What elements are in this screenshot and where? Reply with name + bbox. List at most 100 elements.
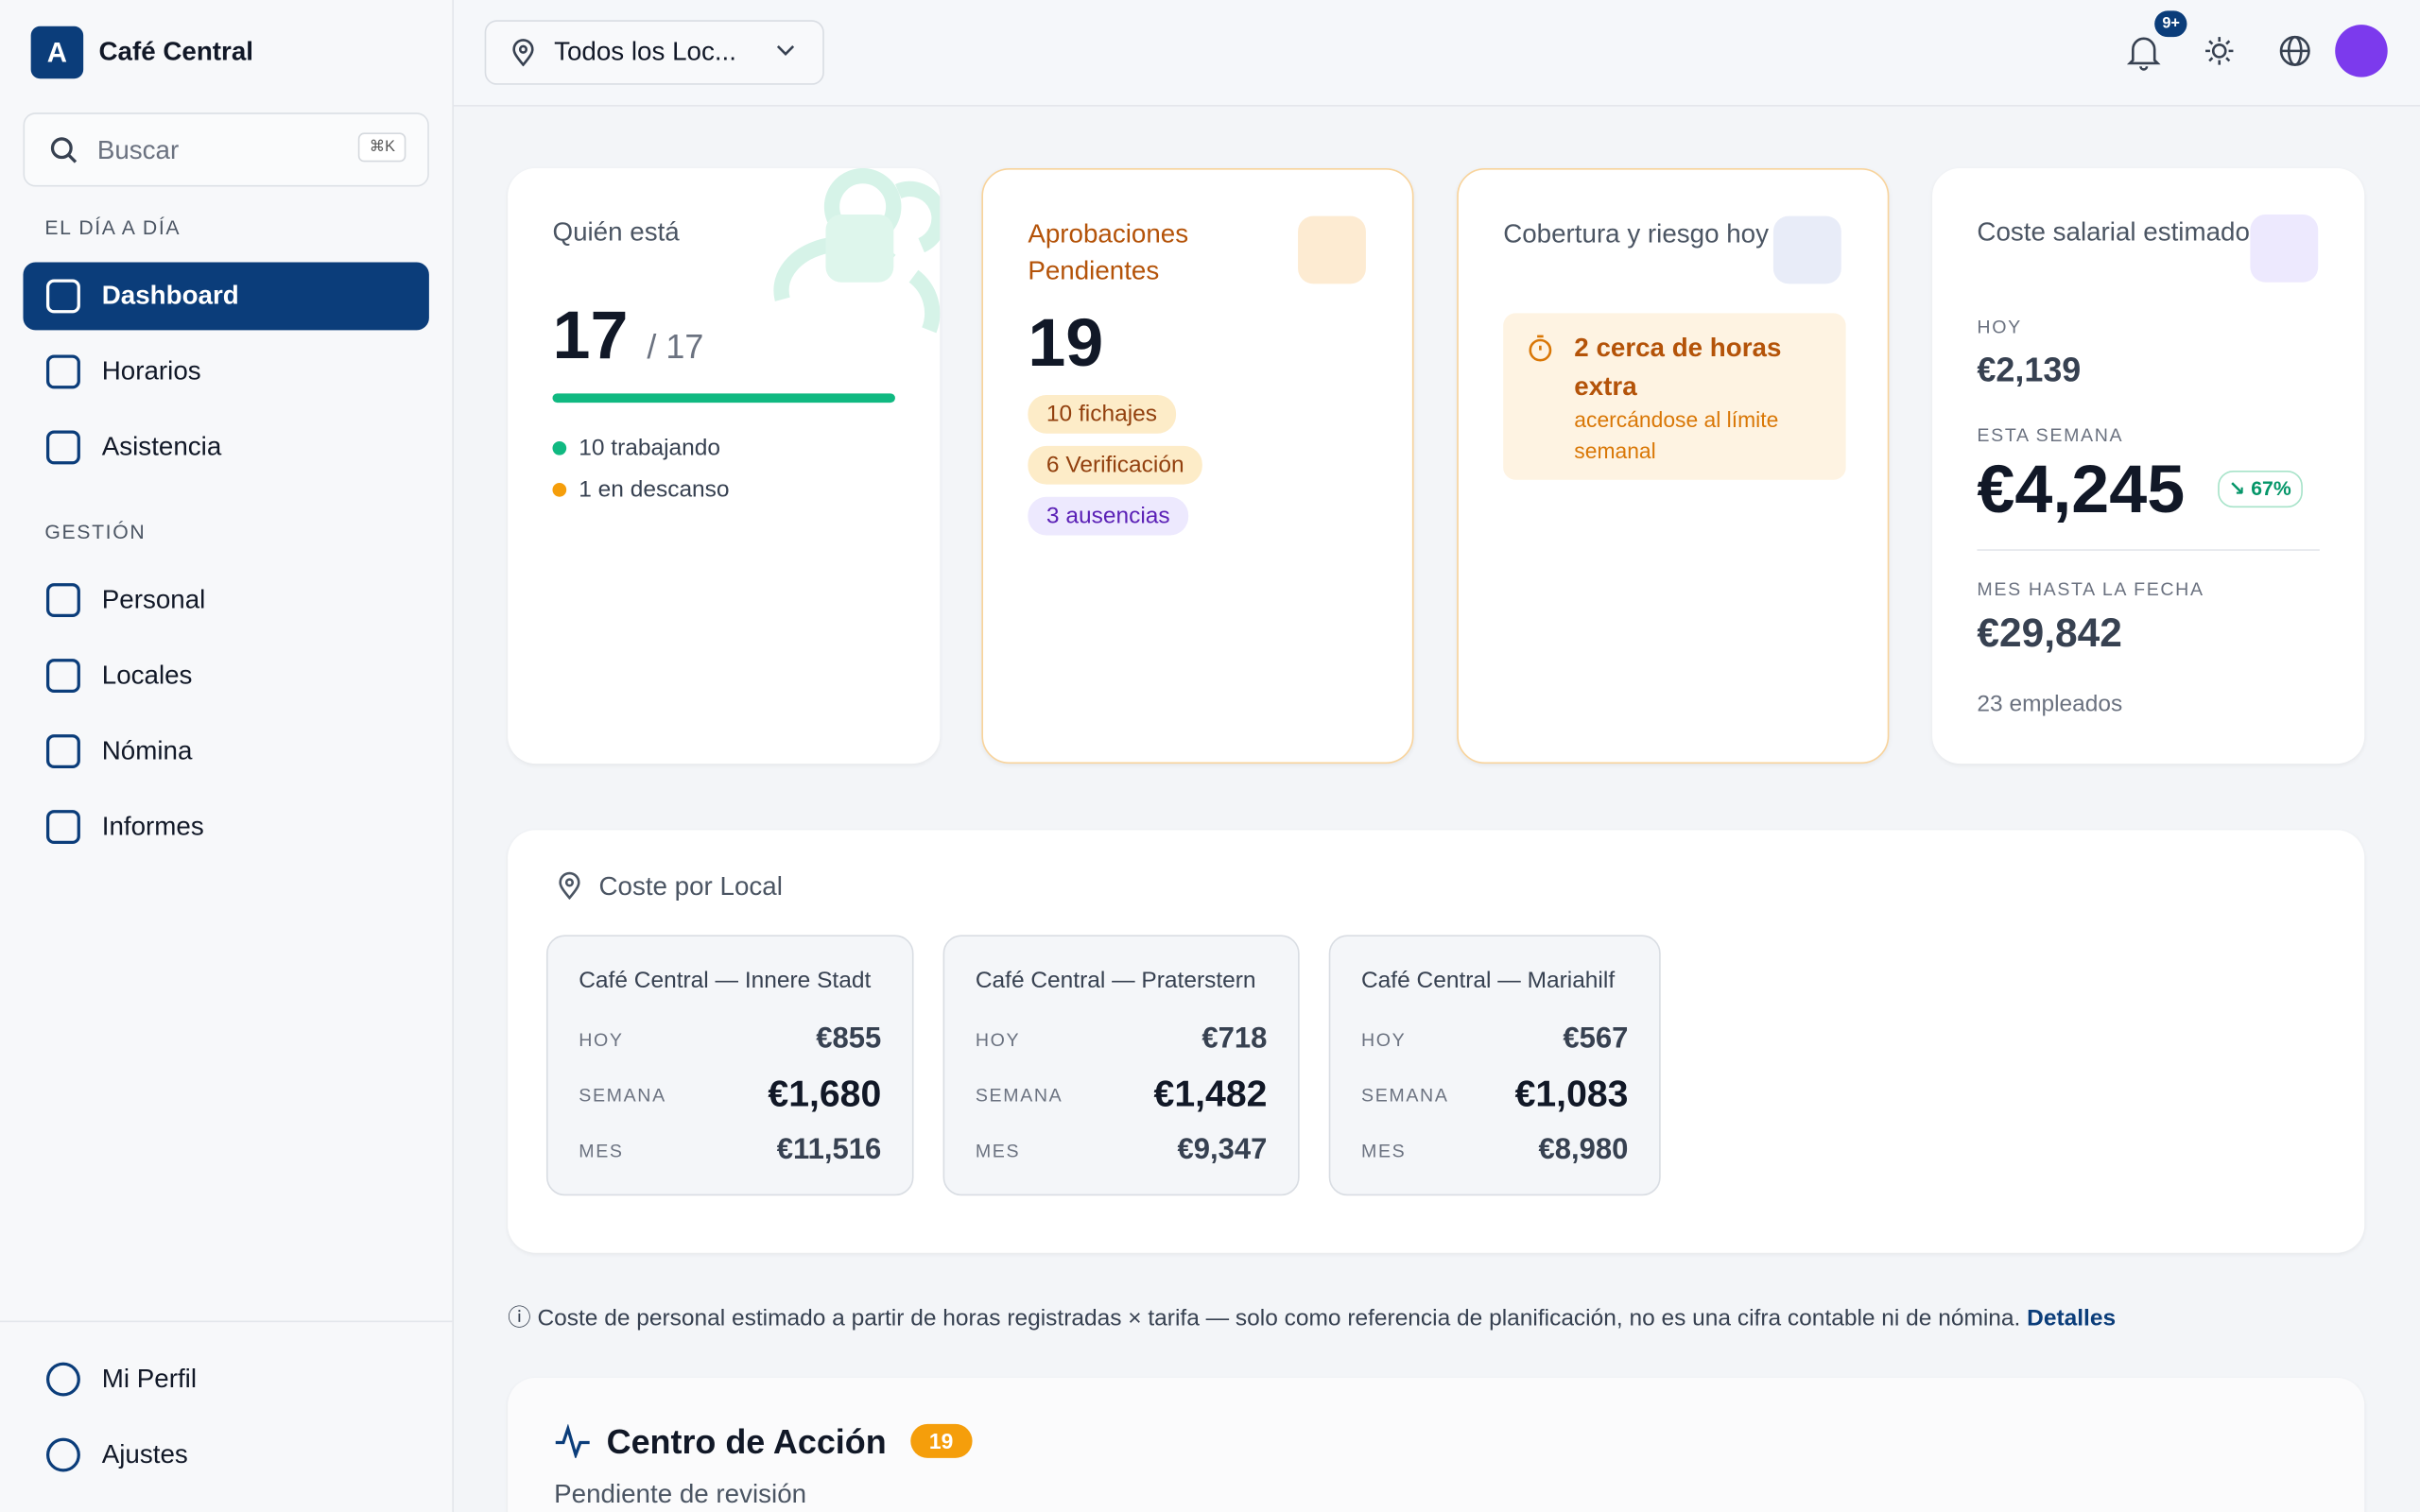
cost-value: €8,980 <box>1538 1133 1629 1167</box>
nav-item[interactable]: Informes <box>23 793 428 861</box>
cost-value: €1,680 <box>768 1074 882 1116</box>
disclaimer: ⓘ Coste de personal estimado a partir de… <box>508 1305 2117 1332</box>
nav-item[interactable]: Dashboard <box>23 262 429 331</box>
search-placeholder: Buscar <box>96 135 180 165</box>
divider <box>0 1320 453 1323</box>
employees-count: 23 empleados <box>1977 691 2123 718</box>
divider <box>1977 549 2320 551</box>
notifications-button[interactable] <box>2126 34 2161 71</box>
nav-item[interactable]: Ajustes <box>23 1421 428 1489</box>
total-value: / 17 <box>647 327 704 366</box>
language-button[interactable] <box>2278 34 2312 68</box>
location-card[interactable]: Café Central — Innere Stadt HOY €855 SEMANA… <box>545 935 914 1196</box>
brand-name[interactable]: Café Central <box>98 37 253 67</box>
location-name: Café Central — Mariahilf <box>1360 967 1616 994</box>
nav-icon <box>45 734 80 769</box>
nav-icon <box>45 659 80 694</box>
nav-icon <box>45 279 80 314</box>
search-box[interactable]: Buscar ⌘K <box>23 112 429 187</box>
week-value: €4,245 <box>1977 452 2186 528</box>
cost-label: HOY <box>579 1028 624 1051</box>
nav-item[interactable]: Locales <box>23 642 428 710</box>
location-cost-panel: Coste por Local Café Central — Innere St… <box>508 830 2365 1253</box>
cost-label: MES <box>975 1140 1021 1162</box>
activity-icon <box>555 1423 590 1458</box>
overtime-alert[interactable]: 2 cerca de horas extra acercándose al lí… <box>1503 313 1846 480</box>
details-link[interactable]: Detalles <box>2027 1305 2117 1332</box>
cost-row: SEMANA €1,680 <box>579 1068 881 1124</box>
tag[interactable]: 6 Verificación <box>1028 445 1203 485</box>
tag[interactable]: 3 ausencias <box>1028 496 1189 536</box>
action-center: Centro de Acción 19 Pendiente de revisió… <box>508 1377 2365 1512</box>
location-card[interactable]: Café Central — Mariahilf HOY €567 SEMANA €1,… <box>1328 935 1661 1196</box>
cost-label: SEMANA <box>1360 1084 1449 1107</box>
section-title: GESTIÓN <box>44 520 147 543</box>
cost-label: MES <box>579 1140 624 1162</box>
status-text: 10 trabajando <box>579 435 721 462</box>
cost-label: SEMANA <box>975 1084 1063 1107</box>
approvals-count: 19 <box>1028 305 1104 382</box>
nav-label: Personal <box>101 584 206 614</box>
pin-icon <box>559 871 580 900</box>
action-center-title: Centro de Acción <box>606 1422 887 1462</box>
today-label: HOY <box>1977 316 2022 338</box>
search-shortcut: ⌘K <box>358 132 406 163</box>
brand-logo[interactable]: A <box>30 26 84 79</box>
who-card: Quién está 17 / 17 10 trabajando 1 en de… <box>508 167 941 765</box>
present-count: 17 / 17 <box>552 298 703 375</box>
disclaimer-text: Coste de personal estimado a partir de h… <box>537 1305 2021 1332</box>
nav-icon <box>45 583 80 618</box>
tag[interactable]: 10 fichajes <box>1028 394 1176 434</box>
nav-item[interactable]: Mi Perfil <box>23 1346 428 1414</box>
week-change: ↘ 67% <box>2218 470 2303 508</box>
location-selector[interactable]: Todos los Loc... <box>484 20 824 85</box>
location-name: Café Central — Praterstern <box>975 967 1256 994</box>
notification-badge: 9+ <box>2154 10 2188 38</box>
cost-row: SEMANA €1,083 <box>1361 1068 1628 1124</box>
nav-label: Mi Perfil <box>101 1364 198 1394</box>
sidebar: A Café Central Buscar ⌘K EL DÍA A DÍA Das… <box>0 0 454 1512</box>
location-name: Café Central — Innere Stadt <box>579 967 872 994</box>
nav-item[interactable]: Nómina <box>23 717 428 785</box>
action-center-subtitle: Pendiente de revisión <box>554 1479 807 1509</box>
cost-row: MES €11,516 <box>579 1124 881 1179</box>
nav-icon <box>45 1437 80 1472</box>
section-title: EL DÍA A DÍA <box>44 215 182 240</box>
cost-value: €9,347 <box>1177 1133 1268 1167</box>
user-avatar[interactable] <box>2335 25 2388 77</box>
approvals-card[interactable]: Aprobaciones Pendientes 19 10 fichajes 6… <box>981 167 1414 765</box>
chevron <box>776 45 795 56</box>
alert-title: 2 cerca de horas extra <box>1574 333 1782 402</box>
card-title: Aprobaciones Pendientes <box>1028 218 1189 286</box>
nav-item[interactable]: Horarios <box>23 338 428 406</box>
cost-card: Coste salarial estimado HOY €2,139 ESTA … <box>1932 167 2365 765</box>
nav-label: Horarios <box>101 356 201 387</box>
cost-value: €855 <box>816 1022 882 1056</box>
present-value: 17 <box>552 298 629 374</box>
location-card[interactable]: Café Central — Praterstern HOY €718 SEMANA €… <box>942 935 1300 1196</box>
nav-label: Asistencia <box>101 432 222 462</box>
month-value: €29,842 <box>1977 609 2122 656</box>
week-label: ESTA SEMANA <box>1977 423 2124 446</box>
location-selector-label: Todos los Loc... <box>554 37 736 67</box>
week-change-value: 67% <box>2251 476 2291 500</box>
nav-icon <box>45 354 80 389</box>
nav-label: Nómina <box>101 735 193 765</box>
nav-icon <box>45 430 80 465</box>
cost-label: HOY <box>1360 1028 1407 1051</box>
nav-item[interactable]: Personal <box>23 566 428 634</box>
nav-item[interactable]: Asistencia <box>23 414 428 482</box>
status-item: 10 trabajando <box>552 427 729 469</box>
today-value: €2,139 <box>1977 350 2082 389</box>
topbar: Todos los Loc... 9+ <box>453 0 2420 107</box>
status-list: 10 trabajando 1 en descanso <box>552 427 730 510</box>
coverage-card: Cobertura y riesgo hoy 2 cerca de horas … <box>1457 167 1890 765</box>
cost-row: SEMANA €1,482 <box>976 1068 1268 1124</box>
cost-value: €11,516 <box>776 1133 882 1167</box>
cost-value: €1,083 <box>1514 1074 1629 1116</box>
tag-list: 10 fichajes 6 Verificación 3 ausencias <box>1028 394 1337 548</box>
theme-toggle[interactable] <box>2204 36 2235 67</box>
cost-row: HOY €855 <box>579 1012 881 1068</box>
card-title: Cobertura y riesgo hoy <box>1503 218 1769 249</box>
cost-row: HOY €567 <box>1361 1012 1628 1068</box>
